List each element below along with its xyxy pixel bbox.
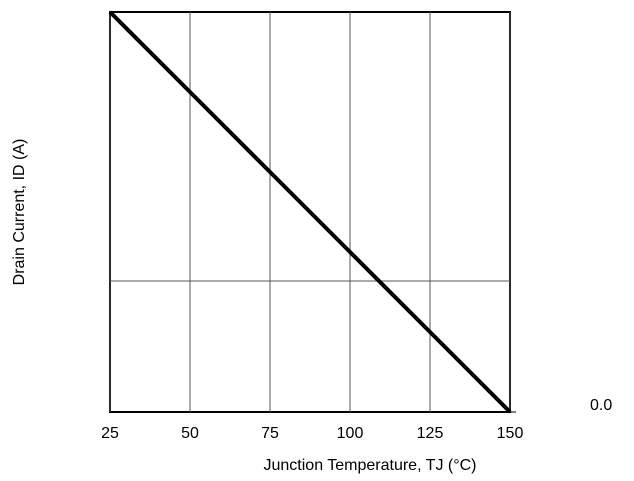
x-tick-label: 100 xyxy=(337,425,364,442)
x-tick-label: 125 xyxy=(417,425,444,442)
x-tick-label: 150 xyxy=(497,425,524,442)
data-line xyxy=(108,10,512,414)
x-axis-label: Junction Temperature, TJ (°C) xyxy=(264,457,477,474)
x-tick-label: 75 xyxy=(261,425,279,442)
x-tick-label: 25 xyxy=(101,425,119,442)
y-axis-label: Drain Current, ID (A) xyxy=(11,139,28,286)
y-tick-label: 0.0 xyxy=(590,397,612,414)
x-tick-label: 50 xyxy=(181,425,199,442)
